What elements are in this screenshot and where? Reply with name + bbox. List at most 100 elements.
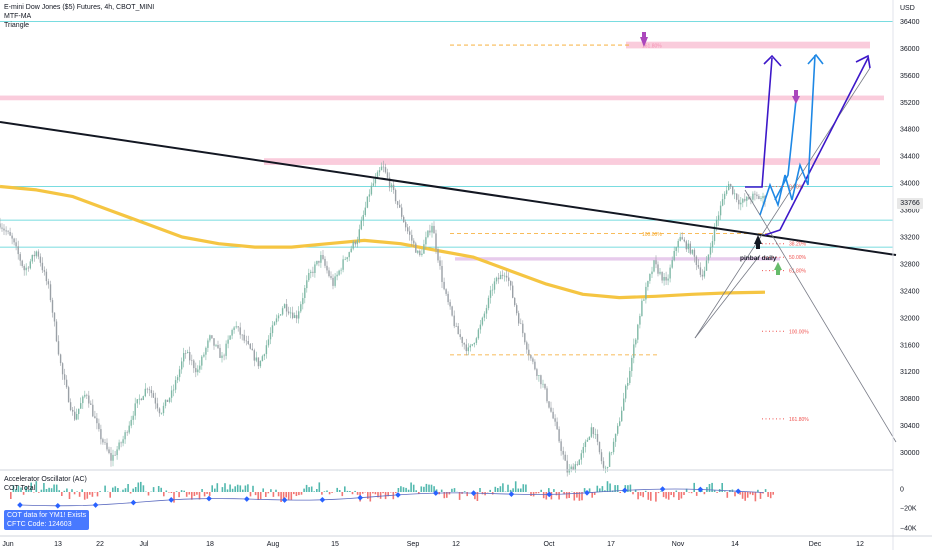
- symbol-title[interactable]: E-mini Dow Jones ($5) Futures, 4h, CBOT_…: [4, 4, 155, 11]
- price-candle: [223, 355, 225, 357]
- price-candle: [181, 361, 183, 370]
- price-candle: [320, 255, 322, 263]
- osc-bar: [15, 489, 17, 492]
- osc-bar: [221, 487, 224, 492]
- price-candle: [756, 194, 758, 197]
- osc-bar: [683, 492, 685, 495]
- osc-bar: [530, 492, 532, 496]
- osc-bar: [637, 492, 639, 500]
- osc-bar: [545, 492, 548, 500]
- price-candle: [669, 267, 671, 279]
- osc-bar: [463, 491, 466, 492]
- price-candle: [689, 243, 691, 254]
- price-candle: [411, 234, 413, 241]
- price-candles: [0, 160, 766, 477]
- price-candle: [388, 177, 391, 188]
- price-candle: [207, 340, 209, 348]
- x-tick-label: Jun: [2, 541, 13, 548]
- y-axis-label: USD: [900, 5, 915, 12]
- osc-bar: [285, 492, 287, 498]
- osc-bar: [63, 490, 66, 492]
- green-arrow-stem: [776, 270, 780, 275]
- price-candle: [534, 361, 536, 370]
- osc-bar: [134, 487, 137, 492]
- fib-levels: 161.80% 100.00% 0.00% 38.20% 50.00% 61.80% 100…: [450, 44, 809, 423]
- price-candle: [374, 177, 377, 184]
- osc-bar: [665, 492, 667, 499]
- price-candle: [536, 369, 538, 376]
- price-candle: [65, 379, 68, 388]
- osc-bar: [287, 492, 290, 500]
- price-candle: [249, 343, 251, 349]
- price-candle: [639, 316, 641, 325]
- price-candle: [5, 230, 7, 232]
- osc-bar: [257, 492, 259, 500]
- osc-bar: [201, 489, 203, 492]
- cot-info-line2: CFTC Code: 124603: [7, 521, 72, 528]
- price-candle: [267, 339, 270, 346]
- osc-bar: [752, 492, 754, 496]
- price-candle: [552, 411, 554, 419]
- price-candle: [584, 441, 587, 447]
- price-candle: [483, 313, 486, 318]
- price-candle: [122, 439, 124, 444]
- osc-bar: [509, 489, 512, 492]
- osc-bar: [379, 492, 382, 499]
- osc-bar: [234, 486, 236, 492]
- osc-bar: [502, 483, 504, 492]
- osc-bar: [290, 492, 293, 500]
- osc-bar: [254, 492, 257, 496]
- price-candle: [9, 232, 11, 236]
- price-candle: [342, 259, 344, 270]
- price-candle: [372, 183, 375, 186]
- osc-bar: [695, 492, 698, 496]
- price-candle: [187, 352, 189, 353]
- cot-info-line1: COT data for YM1! Exists: [7, 512, 87, 519]
- osc-bar: [402, 487, 405, 492]
- indicator-triangle[interactable]: Triangle: [4, 22, 30, 29]
- osc-bar: [372, 492, 374, 494]
- price-candle: [437, 249, 439, 261]
- price-candle: [524, 333, 526, 343]
- price-candle: [479, 324, 482, 330]
- price-candle: [174, 380, 177, 390]
- osc-bar: [588, 488, 591, 492]
- price-candle: [566, 460, 568, 473]
- magenta-arrow-stem-1: [642, 32, 646, 38]
- x-tick-label: 13: [54, 541, 62, 548]
- price-candle: [332, 277, 334, 286]
- price-candle: [215, 345, 217, 346]
- price-candle: [711, 241, 714, 248]
- price-candle: [110, 453, 112, 461]
- osc-bar: [83, 492, 86, 500]
- cot-marker: [17, 502, 23, 508]
- fib-label-lower: 161.80%: [789, 417, 809, 423]
- osc-bar: [214, 488, 216, 492]
- osc-bar: [293, 492, 295, 495]
- osc-bar: [604, 490, 606, 492]
- price-candle: [94, 416, 96, 419]
- osc-bar: [183, 490, 185, 492]
- oscillator-title[interactable]: Accelerator Oscillator (AC): [4, 476, 87, 483]
- price-candle: [183, 353, 185, 362]
- x-tick-label: Dec: [809, 541, 822, 548]
- price-candle: [451, 306, 453, 316]
- price-candle: [643, 299, 645, 301]
- price-candle: [425, 237, 427, 245]
- indicator-mtf-ma[interactable]: MTF-MA: [4, 13, 32, 20]
- price-candle: [661, 271, 663, 281]
- osc-bar: [191, 492, 193, 500]
- osc-bar: [423, 486, 425, 492]
- cot-title[interactable]: COT Total: [4, 485, 36, 492]
- price-candle: [572, 466, 574, 471]
- price-candle: [239, 327, 241, 335]
- osc-bar: [129, 492, 132, 494]
- price-candle: [47, 281, 50, 285]
- osc-bar: [160, 487, 162, 492]
- price-candle: [493, 281, 496, 290]
- cot-marker: [130, 499, 137, 506]
- price-candle: [356, 240, 358, 245]
- price-candle: [310, 271, 312, 273]
- cot-marker: [168, 497, 175, 503]
- osc-bar: [341, 492, 344, 497]
